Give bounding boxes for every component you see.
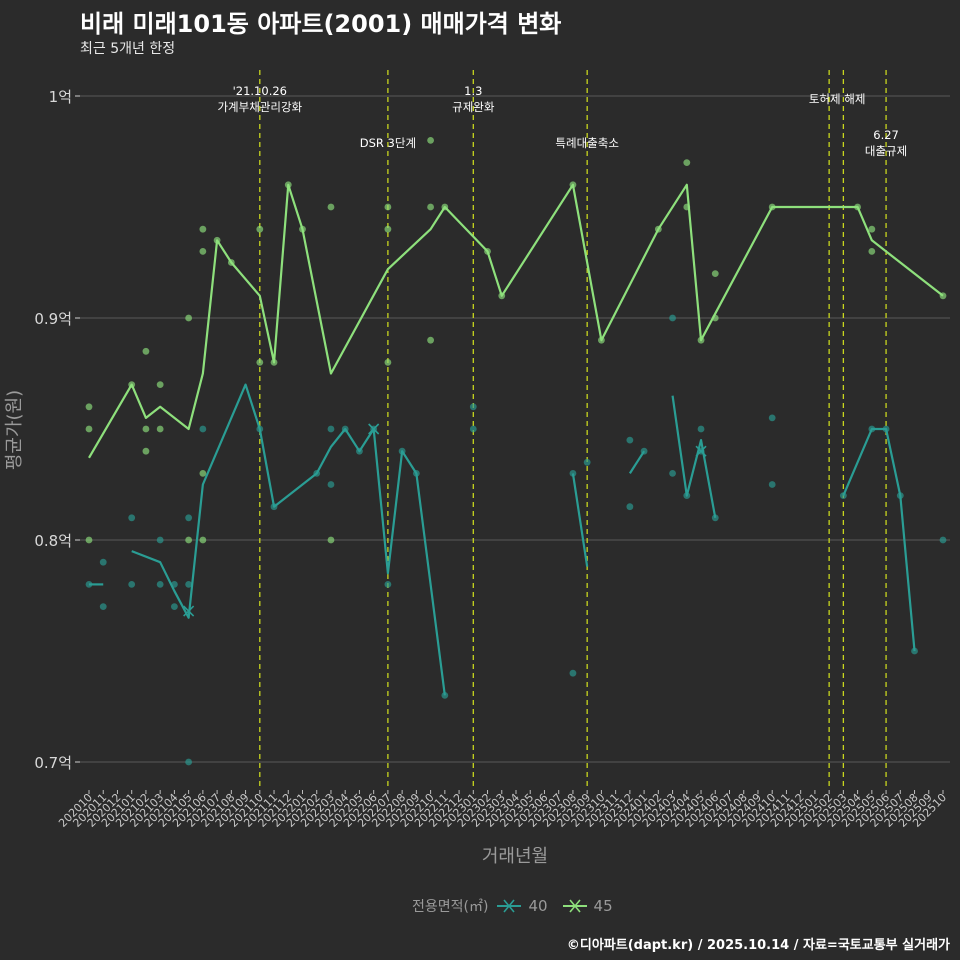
data-point-40 [939, 536, 947, 544]
data-point-45 [256, 359, 264, 366]
data-point-45 [327, 536, 335, 544]
data-point-45 [868, 248, 876, 255]
legend-item-45: 45 [562, 897, 613, 915]
y-tick-label: 0.9억 [34, 310, 72, 328]
data-point-45 [199, 470, 207, 477]
legend-label-45: 45 [593, 897, 613, 915]
data-point-40 [185, 758, 193, 766]
data-point-45 [156, 425, 164, 433]
event-label-line: 가계부채관리강화 [217, 100, 302, 114]
data-point-40 [128, 581, 136, 588]
event-label: DSR 3단계 [360, 136, 416, 150]
data-point-40 [583, 458, 591, 466]
grid-lines [80, 95, 950, 763]
data-point-45 [327, 203, 335, 211]
event-label-line: 규제완화 [452, 100, 495, 114]
data-point-45 [142, 425, 150, 433]
data-point-45 [384, 203, 392, 211]
legend-marker-45 [562, 899, 587, 913]
data-point-40 [768, 481, 776, 488]
data-point-40 [156, 536, 164, 544]
data-point-40 [171, 603, 178, 610]
legend-item-40: 40 [496, 897, 548, 915]
series-line-40 [842, 427, 916, 652]
event-label-line: 토허제 해제 [809, 92, 866, 106]
data-point-40 [156, 581, 164, 588]
event-label: 6.27 대출규제 [865, 128, 907, 158]
data-point-45 [199, 225, 207, 233]
event-label-line: 대출규제 [865, 144, 907, 158]
data-point-45 [868, 225, 876, 233]
legend-title: 전용면적(㎡) [412, 899, 489, 915]
data-point-40 [327, 481, 335, 488]
data-point-40 [99, 558, 107, 566]
data-point-45 [85, 425, 93, 433]
series-line-45 [88, 183, 944, 459]
data-point-45 [256, 225, 264, 233]
legend: 전용면적(㎡) 40 45 [412, 896, 627, 916]
data-point-40 [697, 425, 705, 433]
event-label: 특례대출축소 [555, 136, 618, 150]
x-axis: 2020102020112020122021012021022021032021… [56, 790, 949, 830]
data-point-45 [384, 225, 392, 233]
x-axis-label: 거래년월 [482, 846, 548, 867]
data-point-40 [569, 669, 577, 677]
source-credit: ©디아파트(dapt.kr) / 2025.10.14 / 자료=국토교통부 실… [566, 938, 950, 953]
data-point-40 [469, 425, 477, 433]
data-point-40 [199, 425, 207, 433]
event-label: 토허제 해제 [809, 92, 866, 106]
legend-marker-40 [497, 899, 522, 913]
data-point-45 [199, 248, 207, 255]
data-point-45 [384, 359, 392, 366]
data-point-40 [768, 414, 776, 422]
data-point-45 [427, 137, 434, 144]
data-point-40 [669, 314, 676, 322]
data-point-45 [85, 403, 93, 411]
data-point-45 [427, 336, 434, 344]
series-lines [88, 183, 944, 696]
y-tick-label: 0.8억 [34, 532, 72, 550]
y-axis-label: 평균가(원) [4, 390, 25, 470]
series-line-40 [628, 450, 646, 474]
data-point-45 [85, 536, 93, 544]
y-tick-label: 1억 [49, 88, 72, 106]
data-point-40 [185, 581, 193, 588]
data-point-40 [626, 503, 634, 511]
scatter-points [85, 137, 947, 766]
data-point-40 [99, 603, 107, 610]
event-label-line: DSR 3단계 [360, 136, 416, 150]
chart-title: 비래 미래101동 아파트(2001) 매매가격 변화 [80, 10, 562, 38]
data-point-45 [142, 347, 150, 355]
data-point-45 [185, 536, 193, 544]
event-label-line: '21.10.26 [233, 84, 287, 98]
data-point-40 [669, 470, 676, 477]
data-point-40 [128, 514, 136, 522]
data-point-45 [185, 314, 193, 322]
series-line-40 [131, 383, 446, 696]
data-point-40 [384, 581, 392, 588]
series-line-40 [671, 395, 717, 518]
legend-label-40: 40 [528, 897, 548, 915]
data-point-45 [142, 447, 150, 455]
event-label-line: 1.3 [464, 84, 482, 98]
data-point-40 [327, 425, 335, 433]
series-line-40 [571, 473, 589, 567]
data-point-40 [185, 514, 193, 522]
event-label: '21.10.26 가계부채관리강화 [217, 84, 302, 114]
chart-subtitle: 최근 5개년 한정 [80, 41, 176, 57]
event-label-line: 6.27 [873, 128, 899, 142]
y-tick-label: 0.7억 [34, 754, 72, 772]
data-point-45 [156, 381, 164, 388]
data-point-45 [711, 270, 719, 277]
data-point-45 [199, 536, 207, 544]
data-point-45 [683, 159, 691, 167]
event-label-line: 특례대출축소 [555, 136, 618, 150]
data-point-40 [469, 403, 477, 411]
event-label: 1.3 규제완화 [452, 84, 495, 114]
data-point-40 [626, 436, 634, 444]
data-point-45 [427, 203, 434, 211]
y-axis: 0.7억 0.8억 0.9억 1억 [34, 88, 80, 772]
